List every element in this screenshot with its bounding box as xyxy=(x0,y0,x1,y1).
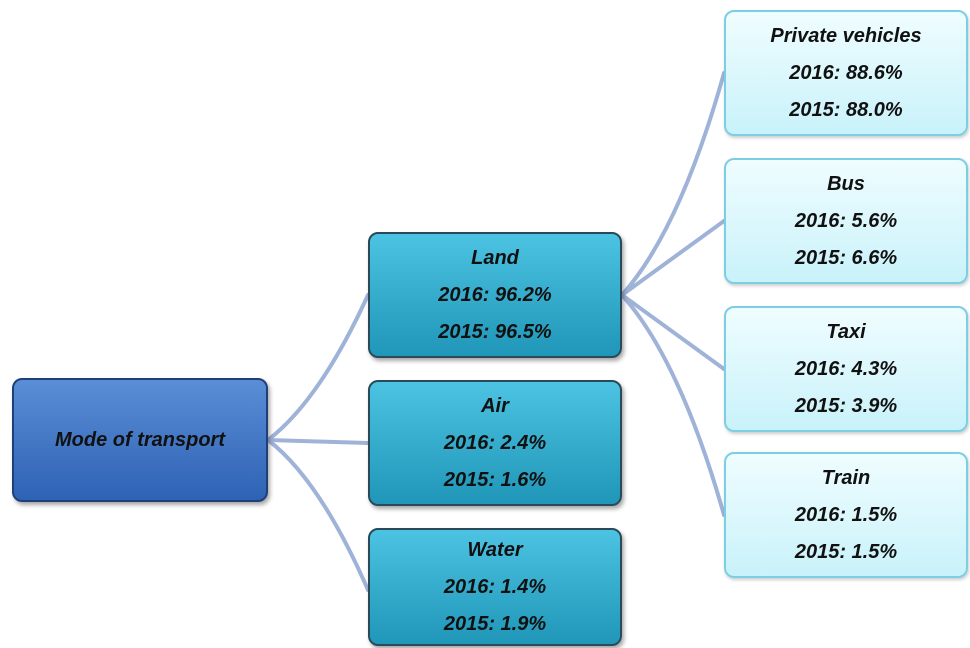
connector xyxy=(620,71,726,297)
category-node: Land 2016: 96.2% 2015: 96.5% xyxy=(368,232,622,358)
node-value: 2016: 88.6% xyxy=(789,61,903,84)
node-value: 2015: 88.0% xyxy=(789,98,903,121)
node-value: 2016: 1.5% xyxy=(794,503,898,526)
node-value: 2015: 6.6% xyxy=(794,246,898,269)
category-node: Water 2016: 1.4% 2015: 1.9% xyxy=(368,528,622,646)
node-label: Air xyxy=(481,394,509,417)
connector xyxy=(620,293,726,517)
subcategory-node: Taxi 2016: 4.3% 2015: 3.9% xyxy=(724,306,968,432)
category-node: Air 2016: 2.4% 2015: 1.6% xyxy=(368,380,622,506)
node-value: 2016: 1.4% xyxy=(443,575,547,598)
node-label: Land xyxy=(471,246,519,269)
node-label: Private vehicles xyxy=(770,24,922,47)
node-label: Taxi xyxy=(826,320,866,343)
node-label: Water xyxy=(467,538,523,561)
node-value: 2016: 5.6% xyxy=(794,209,898,232)
node-value: 2016: 96.2% xyxy=(438,283,552,306)
subcategory-node: Train 2016: 1.5% 2015: 1.5% xyxy=(724,452,968,578)
root-node: Mode of transport xyxy=(12,378,268,502)
node-value: 2016: 4.3% xyxy=(794,357,898,380)
node-value: 2015: 3.9% xyxy=(794,394,898,417)
node-value: 2015: 1.9% xyxy=(443,612,547,635)
subcategory-node: Bus 2016: 5.6% 2015: 6.6% xyxy=(724,158,968,284)
connector xyxy=(620,293,726,371)
node-label: Train xyxy=(821,466,871,489)
node-label: Mode of transport xyxy=(55,428,225,451)
connector xyxy=(266,293,370,442)
subcategory-node: Private vehicles 2016: 88.6% 2015: 88.0% xyxy=(724,10,968,136)
connector xyxy=(266,438,370,445)
connector xyxy=(266,438,370,592)
node-value: 2015: 96.5% xyxy=(438,320,552,343)
node-value: 2016: 2.4% xyxy=(443,431,547,454)
node-value: 2015: 1.6% xyxy=(443,468,547,491)
node-value: 2015: 1.5% xyxy=(794,540,898,563)
connector xyxy=(620,219,726,297)
node-label: Bus xyxy=(827,172,865,195)
